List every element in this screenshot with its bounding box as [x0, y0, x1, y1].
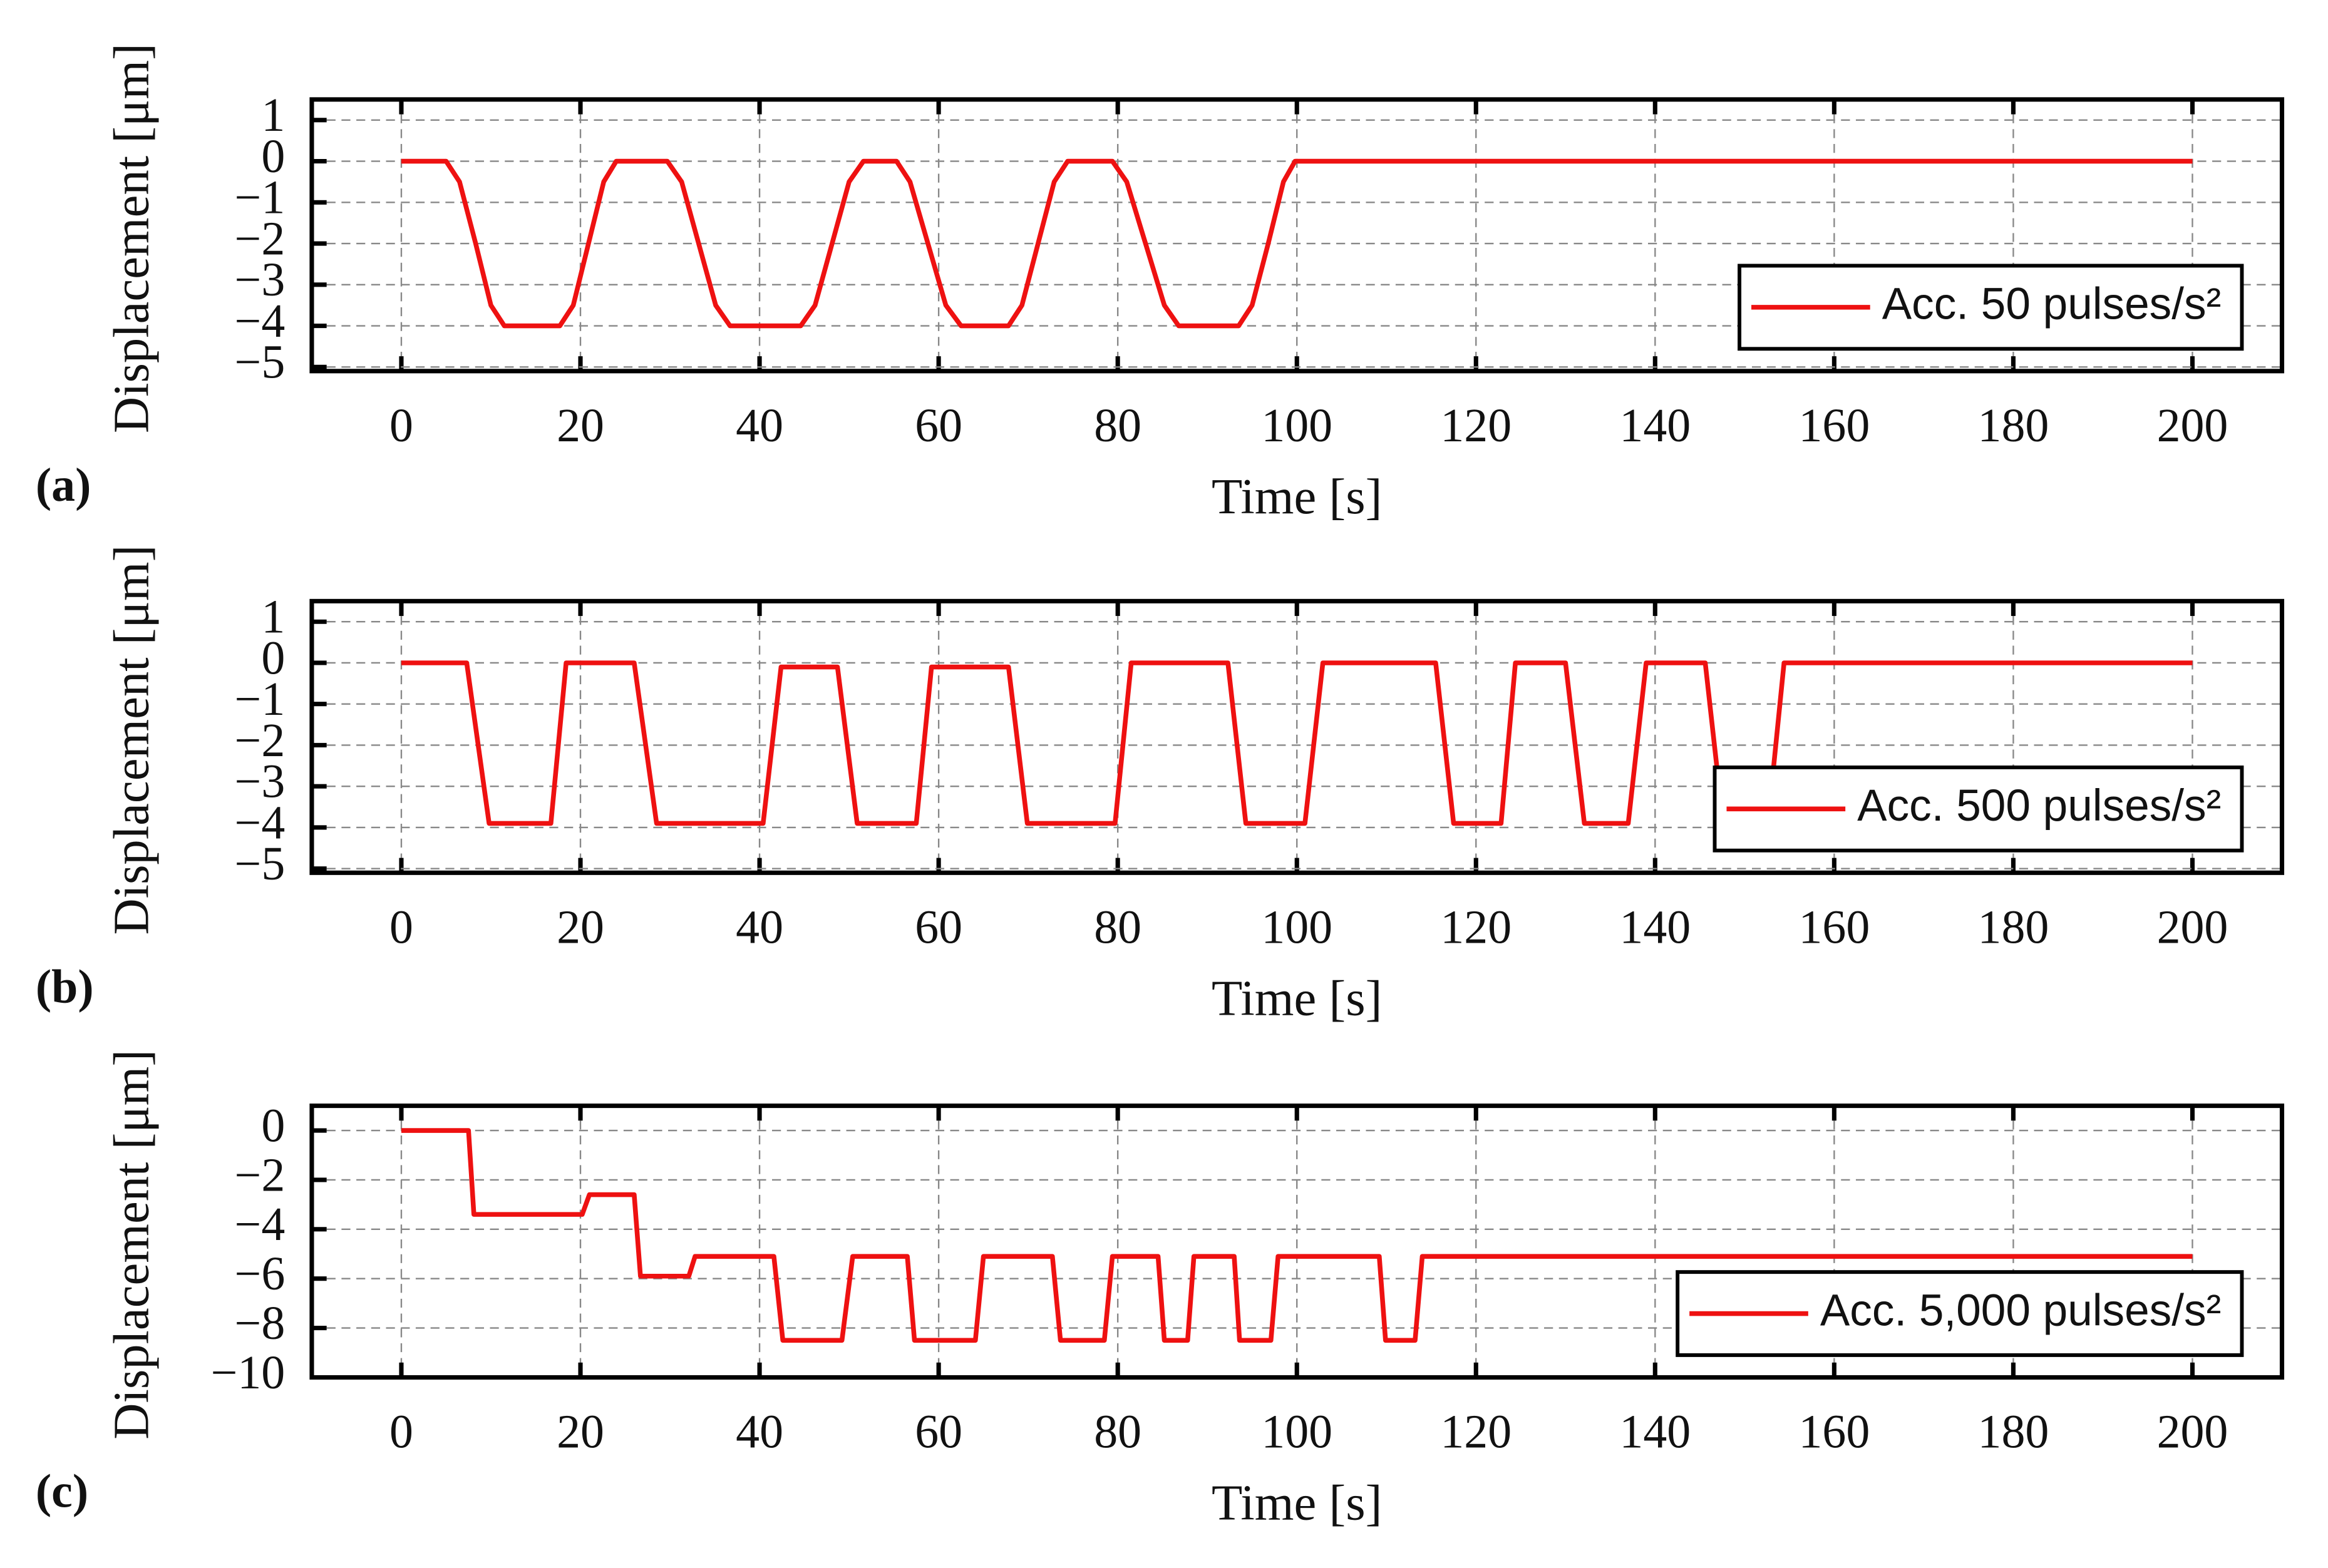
- x-tick-label: 100: [1261, 901, 1332, 954]
- legend: Acc. 500 pulses/s²: [1713, 765, 2244, 853]
- legend-label: Acc. 50 pulses/s²: [1882, 280, 2222, 329]
- x-tick-label: 160: [1798, 901, 1870, 954]
- y-tick-label: −4: [235, 796, 286, 849]
- plot-frame: [309, 598, 2285, 875]
- x-tick-label: 200: [2157, 901, 2228, 954]
- y-tick-label: −6: [235, 1248, 286, 1300]
- y-tick-label: 0: [261, 1099, 285, 1152]
- y-axis-title: Displacement [μm]: [104, 1050, 160, 1440]
- x-tick-label: 120: [1440, 1406, 1512, 1458]
- x-tick-label: 40: [736, 901, 783, 954]
- x-axis-title: Time [s]: [1212, 1475, 1383, 1531]
- x-tick-label: 140: [1619, 901, 1691, 954]
- legend-box: [1676, 1270, 2244, 1357]
- x-tick-label: 180: [1978, 1406, 2049, 1458]
- x-tick-label: 60: [915, 901, 962, 954]
- x-tick-label: 180: [1978, 399, 2049, 452]
- y-axis-title: Displacement [μm]: [104, 43, 160, 433]
- x-axis-title: Time [s]: [1212, 469, 1383, 525]
- y-tick-label: −1: [235, 673, 286, 725]
- y-tick-label: −4: [235, 295, 286, 347]
- x-tick-label: 40: [736, 399, 783, 452]
- x-tick-label: 140: [1619, 1406, 1691, 1458]
- y-tick-label: −2: [235, 212, 286, 265]
- x-tick-label: 180: [1978, 901, 2049, 954]
- x-tick-label: 80: [1094, 1406, 1141, 1458]
- y-tick-label: −2: [235, 1149, 286, 1201]
- y-tick-label: −1: [235, 172, 286, 224]
- plot-frame: [309, 1104, 2285, 1380]
- y-tick-label: −3: [235, 254, 286, 306]
- x-tick-label: 200: [2157, 399, 2228, 452]
- y-tick-label: −8: [235, 1297, 286, 1350]
- x-tick-label: 80: [1094, 901, 1141, 954]
- legend-label: Acc. 500 pulses/s²: [1857, 781, 2221, 831]
- x-tick-label: 60: [915, 399, 962, 452]
- x-axis-title: Time [s]: [1212, 970, 1383, 1026]
- data-line: [401, 1128, 2193, 1343]
- x-tick-label: 60: [915, 1406, 962, 1458]
- x-tick-label: 40: [736, 1406, 783, 1458]
- legend: Acc. 5,000 pulses/s²: [1676, 1270, 2244, 1357]
- y-tick-label: −5: [235, 838, 286, 890]
- data-line: [401, 660, 2193, 826]
- plot-frame: [309, 97, 2285, 374]
- y-tick-label: −4: [235, 1198, 286, 1251]
- legend-label: Acc. 5,000 pulses/s²: [1820, 1286, 2221, 1335]
- x-tick-label: 200: [2157, 1406, 2228, 1458]
- legend: Acc. 50 pulses/s²: [1738, 264, 2244, 351]
- panel-label: (c): [36, 1465, 88, 1518]
- data-line: [401, 158, 2193, 329]
- y-tick-label: 1: [261, 89, 285, 141]
- x-tick-label: 160: [1798, 399, 1870, 452]
- x-tick-label: 140: [1619, 399, 1691, 452]
- x-tick-label: 120: [1440, 901, 1512, 954]
- x-tick-label: 120: [1440, 399, 1512, 452]
- x-tick-label: 0: [389, 1406, 413, 1458]
- x-tick-label: 0: [389, 901, 413, 954]
- y-tick-label: −5: [235, 336, 286, 389]
- y-tick-label: −3: [235, 756, 286, 808]
- x-tick-label: 20: [557, 1406, 604, 1458]
- x-tick-label: 20: [557, 399, 604, 452]
- x-tick-label: 20: [557, 901, 604, 954]
- y-tick-label: −10: [211, 1346, 286, 1399]
- y-tick-label: −2: [235, 714, 286, 767]
- y-tick-label: 1: [261, 591, 285, 643]
- x-tick-label: 100: [1261, 1406, 1332, 1458]
- y-tick-label: 0: [261, 632, 285, 684]
- y-axis-title: Displacement [μm]: [104, 545, 160, 935]
- x-tick-label: 160: [1798, 1406, 1870, 1458]
- x-tick-label: 100: [1261, 399, 1332, 452]
- panel-label: (b): [36, 960, 94, 1013]
- y-tick-label: 0: [261, 130, 285, 183]
- panel-label: (a): [36, 459, 91, 511]
- x-tick-label: 0: [389, 399, 413, 452]
- x-tick-label: 80: [1094, 399, 1141, 452]
